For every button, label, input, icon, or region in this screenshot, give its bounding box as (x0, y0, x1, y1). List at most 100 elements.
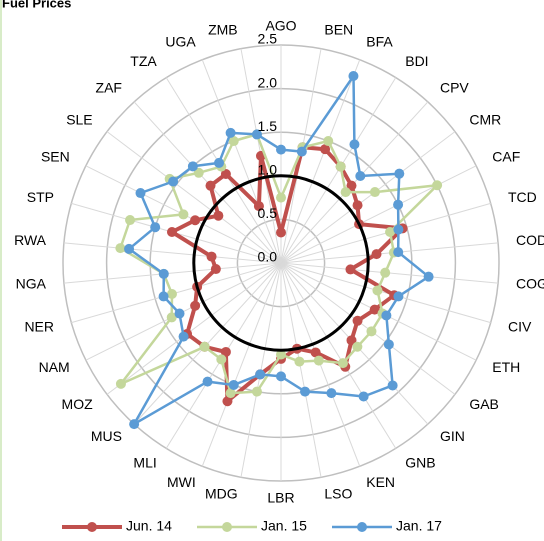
data-point (346, 180, 357, 191)
legend-marker (222, 522, 232, 532)
data-point (178, 331, 189, 342)
data-point (310, 347, 321, 358)
category-label: COG (516, 275, 544, 291)
data-point (251, 386, 262, 397)
data-point (393, 247, 404, 258)
data-point (150, 222, 161, 233)
data-point (358, 391, 369, 402)
spoke (280, 262, 397, 449)
data-point (174, 308, 185, 319)
category-label: AGO (265, 18, 296, 34)
spoke (63, 242, 282, 264)
spoke (280, 165, 477, 264)
r-tick-label: 1.0 (258, 162, 278, 178)
data-point (210, 264, 221, 275)
category-label: GNB (405, 454, 435, 470)
data-point (369, 187, 380, 198)
data-point (216, 354, 227, 365)
data-point (276, 227, 286, 238)
data-point (346, 335, 357, 346)
spoke (201, 262, 282, 467)
data-point (168, 176, 179, 187)
data-point (220, 346, 231, 357)
data-point (369, 304, 380, 315)
spoke (106, 262, 282, 395)
data-point (348, 70, 359, 81)
data-point (385, 226, 396, 237)
legend-label: Jan. 15 (261, 518, 307, 534)
category-label: TCD (508, 189, 537, 205)
category-label: COD (516, 232, 544, 248)
category-label: CPV (440, 79, 469, 95)
data-point (166, 312, 177, 323)
data-point (393, 199, 404, 210)
data-point (313, 355, 324, 366)
data-point (205, 180, 216, 191)
data-point (135, 188, 146, 199)
data-point (355, 171, 366, 182)
category-label: TZA (130, 53, 157, 69)
data-point (381, 310, 392, 321)
data-point (190, 215, 201, 226)
data-point (296, 146, 307, 157)
data-point (393, 224, 404, 235)
data-point (222, 396, 233, 407)
data-point (253, 201, 264, 212)
r-tick-label: 0.5 (258, 205, 278, 221)
data-point (178, 209, 189, 220)
category-label: ZMB (208, 22, 238, 38)
data-point (255, 369, 266, 380)
data-point (115, 378, 126, 389)
legend-marker (87, 522, 97, 532)
data-point (372, 285, 383, 296)
data-point (220, 169, 231, 180)
category-label: KEN (366, 474, 395, 490)
spoke (280, 59, 361, 264)
data-point (366, 326, 377, 337)
data-point (340, 187, 351, 198)
data-point (294, 356, 305, 367)
data-point (190, 300, 201, 311)
legend-label: Jan. 17 (396, 518, 442, 534)
category-label: MOZ (62, 396, 94, 412)
data-point (300, 386, 311, 397)
data-point (352, 315, 363, 326)
category-label: LSO (324, 486, 352, 502)
category-label: CIV (508, 318, 532, 334)
data-point (326, 388, 337, 399)
data-point (383, 339, 394, 350)
data-point (352, 200, 363, 211)
data-point (228, 136, 239, 147)
data-point (199, 341, 210, 352)
r-tick-label: 1.5 (258, 118, 278, 134)
legend-marker (357, 522, 367, 532)
category-label: CAF (492, 149, 520, 165)
category-label: ETH (492, 359, 520, 375)
data-point (158, 268, 169, 279)
category-label: MUS (91, 428, 122, 444)
data-point (115, 243, 126, 254)
category-label: UGA (165, 34, 196, 50)
data-point (206, 251, 217, 262)
data-point (335, 161, 346, 172)
data-point (349, 139, 360, 150)
category-label: NAM (39, 359, 70, 375)
data-point (276, 144, 286, 155)
legend-label: Jun. 14 (126, 518, 172, 534)
data-point (214, 157, 225, 168)
data-point (380, 267, 391, 278)
data-point (202, 376, 213, 387)
category-label: GIN (440, 428, 465, 444)
data-point (213, 210, 224, 221)
data-point (371, 249, 382, 260)
category-label: MWI (167, 474, 196, 490)
data-point (394, 168, 405, 179)
r-tick-label: 2.0 (258, 74, 278, 90)
spoke (106, 131, 282, 264)
data-point (276, 192, 286, 203)
data-point (276, 371, 286, 382)
spoke (201, 59, 282, 264)
category-label: ZAF (96, 79, 122, 95)
category-label: NGA (16, 275, 47, 291)
r-tick-label: 2.5 (258, 31, 278, 47)
